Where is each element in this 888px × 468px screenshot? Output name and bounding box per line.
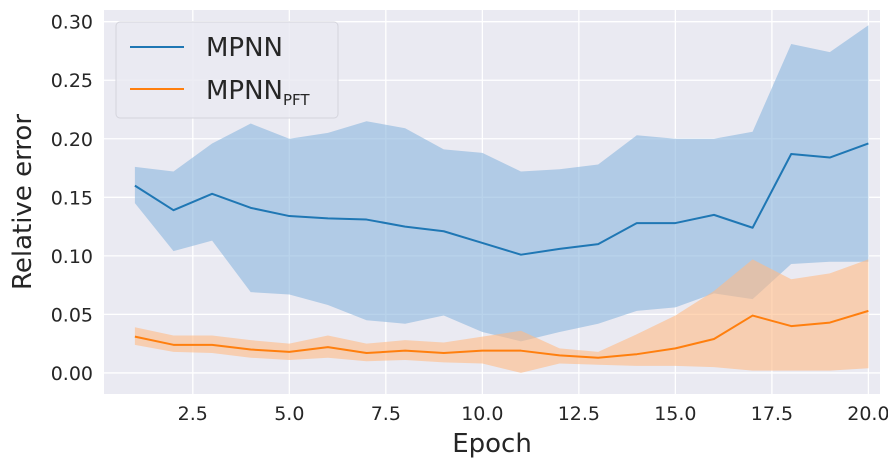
x-tick-label: 2.5 xyxy=(178,403,208,425)
x-tick-label: 12.5 xyxy=(558,403,600,425)
legend: MPNN MPNNPFT xyxy=(115,21,339,119)
y-tick-label: 0.15 xyxy=(51,187,93,209)
x-tick-label: 17.5 xyxy=(751,403,793,425)
legend-label-mpnn-pft-main: MPNN xyxy=(206,76,283,106)
legend-label-mpnn: MPNN xyxy=(206,33,283,63)
band-mpnnpft xyxy=(134,259,869,373)
x-tick-label: 7.5 xyxy=(371,403,401,425)
confidence-bands xyxy=(134,25,869,373)
y-axis-title: Relative error xyxy=(8,114,38,290)
y-tick-label: 0.10 xyxy=(51,246,93,268)
legend-label-mpnn-pft-sub: PFT xyxy=(283,91,310,109)
y-tick-label: 0.20 xyxy=(51,129,93,151)
y-tick-label: 0.30 xyxy=(51,12,93,34)
x-tick-label: 15.0 xyxy=(654,403,696,425)
x-tick-label: 10.0 xyxy=(461,403,503,425)
tick-labels: 0.00 0.05 0.10 0.15 0.20 0.25 0.30 2.5 5.0 7.5 10.… xyxy=(51,12,888,425)
line-mpnnpft xyxy=(134,309,869,359)
x-axis-title: Epoch xyxy=(452,429,532,459)
series-lines xyxy=(134,142,869,359)
y-tick-label: 0.00 xyxy=(51,363,93,385)
band-mpnn xyxy=(134,25,869,342)
legend-label-mpnn-pft: MPNNPFT xyxy=(206,76,310,109)
x-tick-label: 20.0 xyxy=(847,403,888,425)
y-tick-label: 0.25 xyxy=(51,70,93,92)
y-tick-label: 0.05 xyxy=(51,304,93,326)
x-tick-label: 5.0 xyxy=(274,403,304,425)
line-mpnn xyxy=(134,142,869,256)
